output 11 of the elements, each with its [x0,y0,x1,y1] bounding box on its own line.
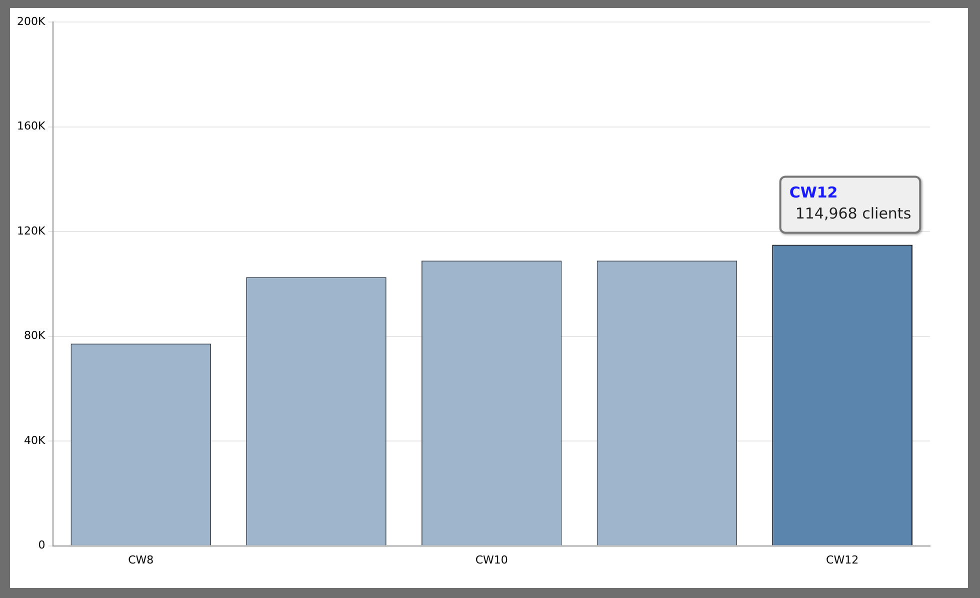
y-tick-label: 0 [38,538,46,552]
y-tick-label: 80K [24,329,46,342]
x-tick-label: CW12 [826,553,859,566]
y-tick-label: 40K [24,434,46,447]
annotation: CW12 [789,184,838,202]
y-tick-label: 120K [16,224,46,238]
annotation: 114,968 clients [795,204,912,223]
y-tick-label: 160K [16,120,46,133]
x-tick-label: CW8 [128,553,154,566]
x-tick-label: CW10 [475,553,508,566]
y-tick-label: 200K [16,14,46,28]
